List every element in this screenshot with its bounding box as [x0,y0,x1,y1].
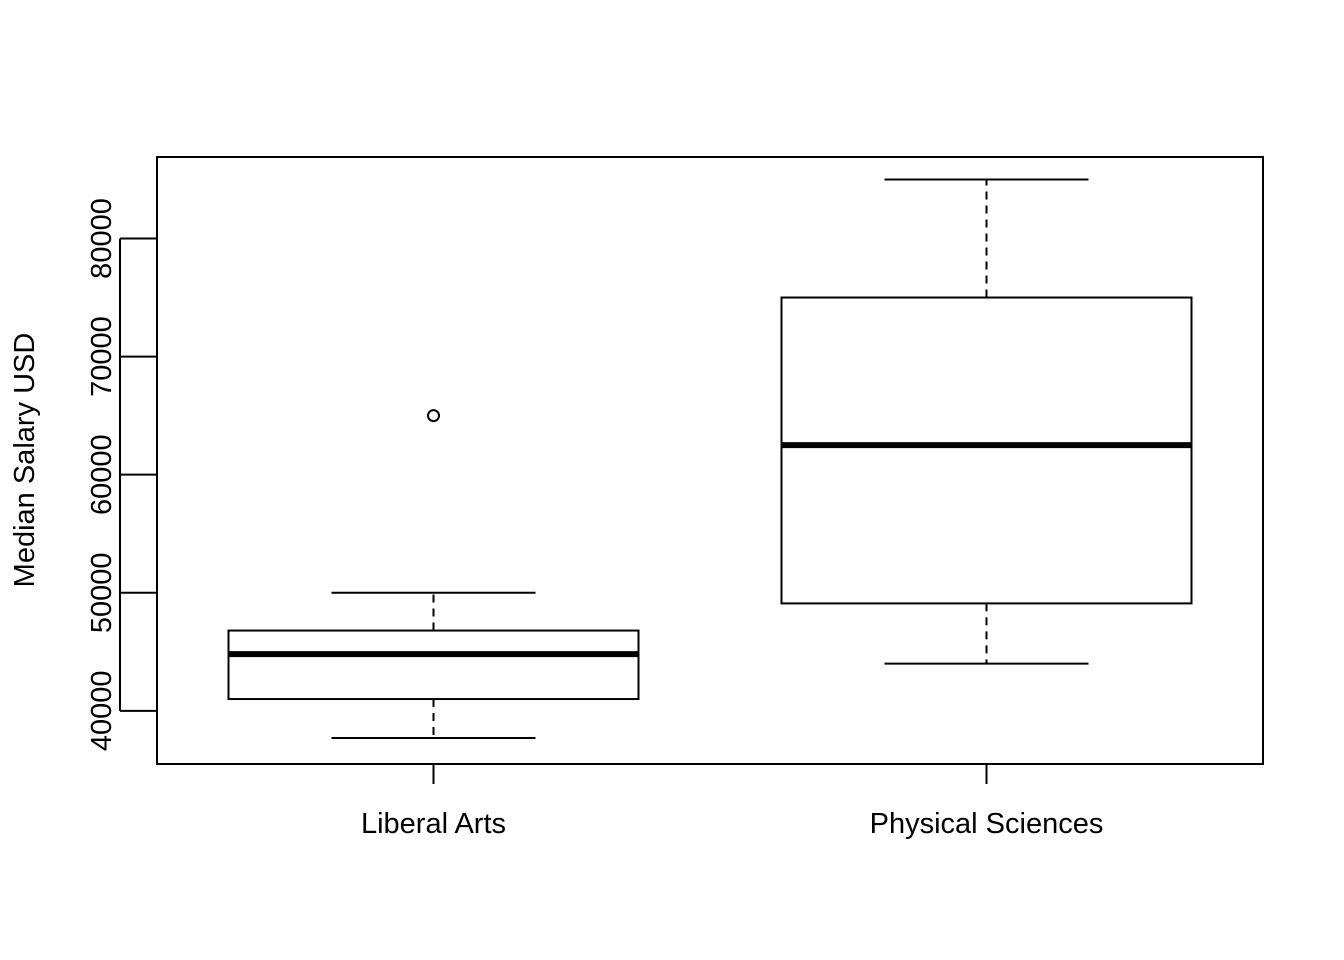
x-axis: Liberal Arts Physical Sciences [361,764,1103,840]
y-axis: 40000 50000 60000 70000 80000 [86,198,157,751]
box-group [780,178,1193,665]
x-tick-label: Liberal Arts [361,808,506,840]
plot-frame [156,156,1264,765]
iqr-box [227,629,640,701]
y-tick-label: 70000 [86,316,118,397]
y-tick-label: 60000 [86,434,118,515]
outlier-point [427,409,440,423]
y-tick-label: 50000 [86,552,118,633]
y-tick-label: 80000 [86,198,118,279]
y-tick-label: 40000 [86,671,118,752]
box-group [227,409,640,740]
boxes [227,178,1193,740]
iqr-box [780,296,1193,605]
x-tick-label: Physical Sciences [870,808,1104,840]
y-axis-title: Median Salary USD [9,333,41,588]
